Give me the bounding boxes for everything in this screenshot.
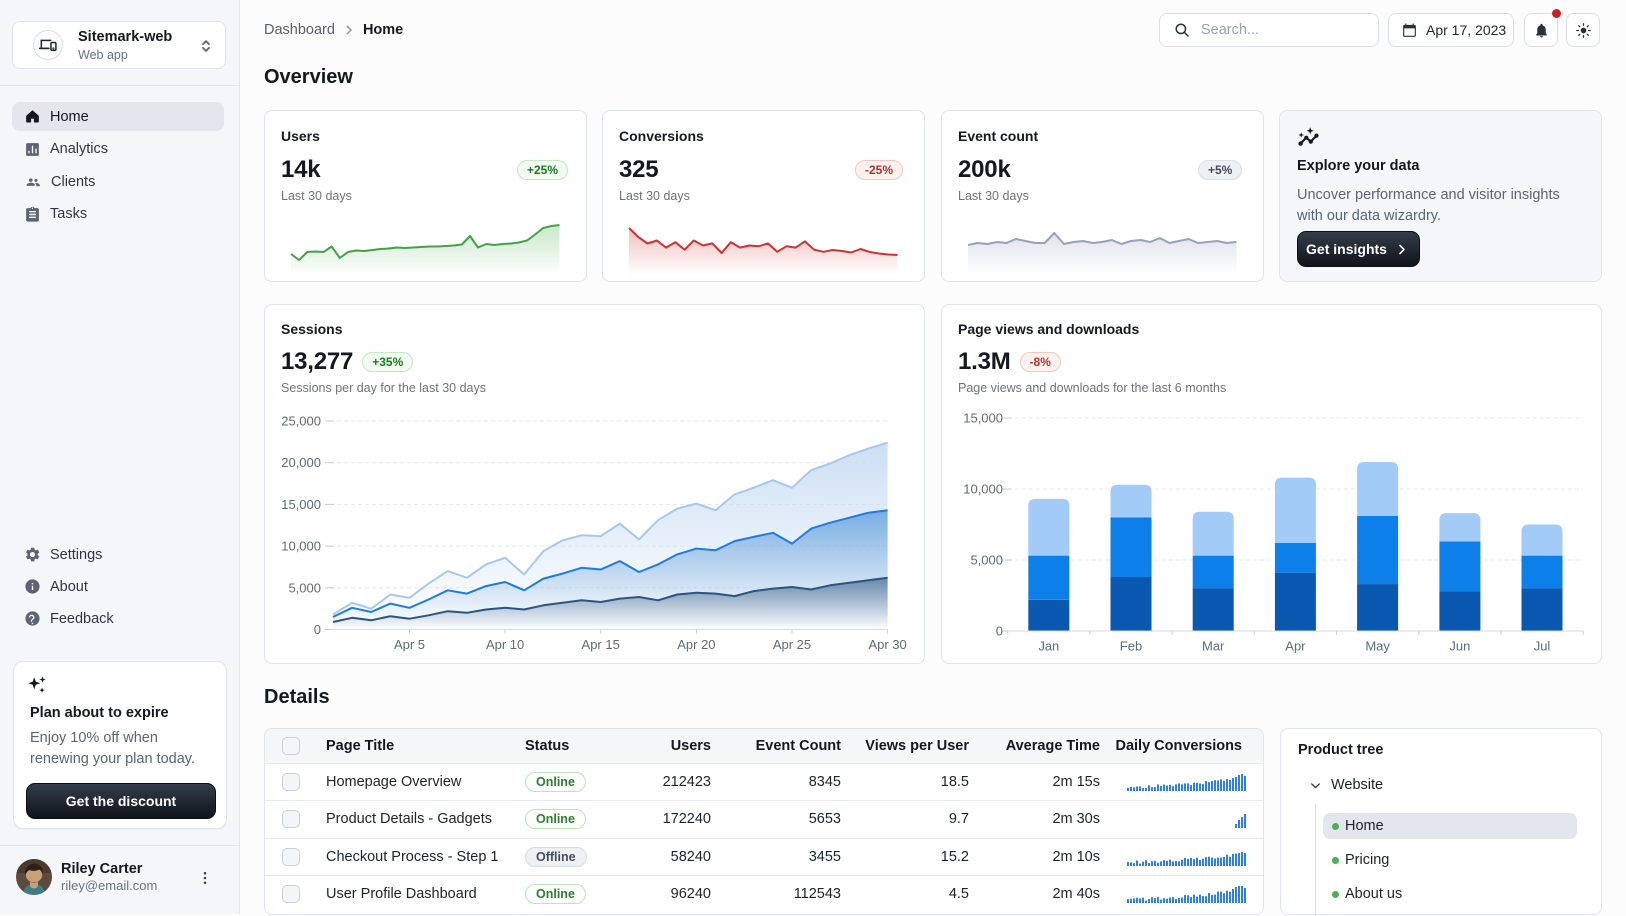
- svg-text:Apr 15: Apr 15: [582, 637, 620, 652]
- svg-text:10,000: 10,000: [963, 482, 1003, 497]
- svg-text:10,000: 10,000: [281, 539, 321, 554]
- svg-text:5,000: 5,000: [970, 553, 1003, 568]
- svg-text:Jun: Jun: [1449, 639, 1470, 654]
- svg-text:Apr 20: Apr 20: [677, 637, 715, 652]
- svg-text:Apr 30: Apr 30: [868, 637, 906, 652]
- svg-text:Apr 5: Apr 5: [394, 637, 425, 652]
- svg-text:25,000: 25,000: [281, 414, 321, 429]
- svg-text:Jul: Jul: [1534, 639, 1551, 654]
- svg-text:Apr 25: Apr 25: [773, 637, 811, 652]
- svg-text:15,000: 15,000: [281, 497, 321, 512]
- svg-text:Jan: Jan: [1038, 639, 1059, 654]
- svg-text:0: 0: [996, 624, 1003, 639]
- svg-text:Mar: Mar: [1202, 639, 1225, 654]
- svg-text:Feb: Feb: [1120, 639, 1142, 654]
- svg-text:5,000: 5,000: [288, 580, 321, 595]
- svg-text:0: 0: [314, 622, 321, 637]
- svg-text:May: May: [1365, 639, 1390, 654]
- svg-text:15,000: 15,000: [963, 411, 1003, 426]
- svg-text:20,000: 20,000: [281, 455, 321, 470]
- svg-text:Apr 10: Apr 10: [486, 637, 524, 652]
- svg-text:Apr: Apr: [1285, 639, 1306, 654]
